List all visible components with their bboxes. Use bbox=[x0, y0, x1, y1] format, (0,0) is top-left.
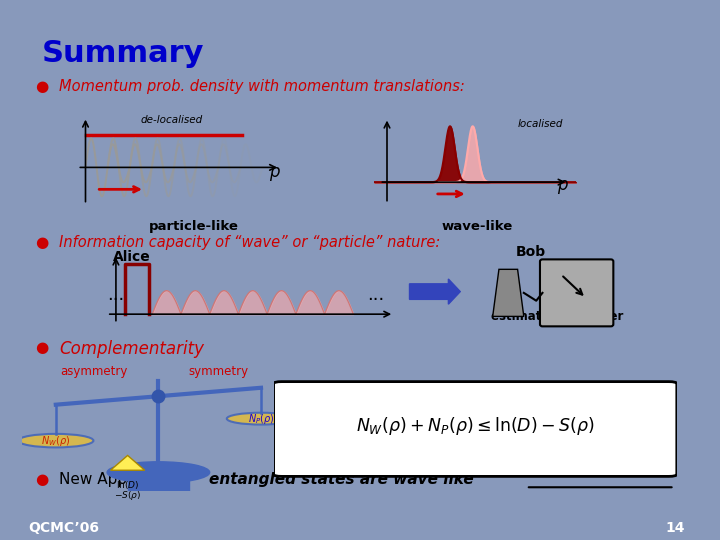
Text: $N_W(\rho)$: $N_W(\rho)$ bbox=[41, 434, 71, 448]
Text: QCMC’06: QCMC’06 bbox=[28, 521, 99, 535]
Ellipse shape bbox=[18, 434, 94, 448]
Text: ...: ... bbox=[107, 286, 124, 305]
Ellipse shape bbox=[107, 462, 210, 483]
FancyArrow shape bbox=[410, 279, 460, 304]
Text: $-S(\rho)$: $-S(\rho)$ bbox=[114, 489, 141, 502]
Text: $p$: $p$ bbox=[557, 179, 570, 197]
Text: $N_W(\rho) + N_P(\rho) \leq \ln(D) - S(\rho)$: $N_W(\rho) + N_P(\rho) \leq \ln(D) - S(\… bbox=[356, 415, 595, 437]
Text: localised: localised bbox=[518, 119, 564, 129]
Bar bbox=[127, 470, 189, 491]
Text: ●: ● bbox=[35, 472, 48, 487]
Text: Information capacity of “wave” or “particle” nature:: Information capacity of “wave” or “parti… bbox=[59, 235, 441, 249]
Text: ●: ● bbox=[35, 235, 48, 249]
Text: entangled states are wave like: entangled states are wave like bbox=[210, 472, 474, 487]
Ellipse shape bbox=[227, 413, 295, 424]
Text: New Application -: New Application - bbox=[59, 472, 198, 487]
Text: wave-like: wave-like bbox=[442, 220, 513, 233]
FancyBboxPatch shape bbox=[274, 382, 677, 476]
Text: $p$: $p$ bbox=[269, 165, 280, 183]
Text: ●: ● bbox=[35, 340, 48, 355]
Text: de-localised: de-localised bbox=[141, 115, 203, 125]
Text: estimate parameter: estimate parameter bbox=[491, 310, 624, 323]
Text: ...: ... bbox=[367, 286, 384, 305]
Text: asymmetry: asymmetry bbox=[60, 365, 127, 378]
Text: particle-like: particle-like bbox=[149, 220, 239, 233]
Text: Momentum prob. density with momentum translations:: Momentum prob. density with momentum tra… bbox=[59, 79, 465, 94]
Polygon shape bbox=[492, 269, 524, 316]
Polygon shape bbox=[111, 455, 145, 470]
Text: 14: 14 bbox=[665, 521, 685, 535]
Text: Bob: Bob bbox=[516, 245, 546, 259]
Text: ●: ● bbox=[35, 79, 48, 94]
Text: $N_P(\rho)$: $N_P(\rho)$ bbox=[248, 411, 274, 426]
Text: symmetry: symmetry bbox=[188, 365, 248, 378]
Text: Complementarity: Complementarity bbox=[59, 340, 204, 358]
Text: Summary: Summary bbox=[42, 39, 204, 68]
Text: Alice: Alice bbox=[113, 250, 150, 264]
Text: $\ln(D)$: $\ln(D)$ bbox=[116, 480, 139, 491]
FancyBboxPatch shape bbox=[540, 259, 613, 326]
